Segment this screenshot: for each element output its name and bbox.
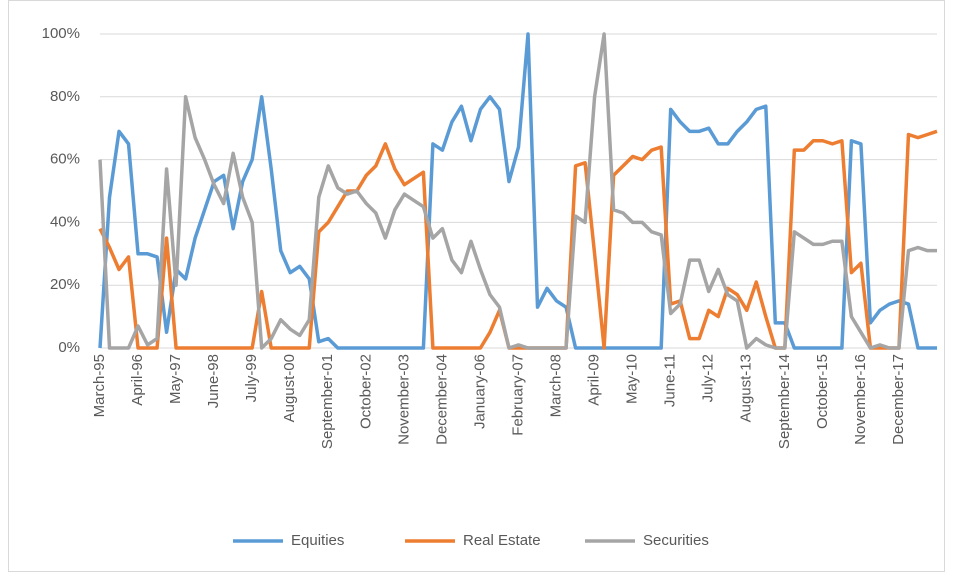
x-tick-label: July-12 (700, 354, 717, 402)
legend-label: Real Estate (463, 532, 541, 549)
x-tick-label: October-02 (357, 354, 374, 429)
x-tick-label: July-99 (243, 354, 260, 402)
x-tick-label: April-09 (586, 354, 603, 406)
x-tick-label: December-17 (890, 354, 907, 445)
y-tick-label: 0% (58, 339, 80, 356)
x-tick-label: November-03 (395, 354, 412, 445)
chart-frame (8, 0, 945, 572)
x-tick-label: April-96 (129, 354, 146, 406)
x-tick-label: June-11 (662, 354, 679, 407)
legend-label: Securities (643, 532, 709, 549)
x-tick-label: March-08 (548, 354, 565, 417)
y-tick-label: 100% (42, 25, 80, 42)
y-tick-label: 60% (50, 151, 80, 168)
x-tick-label: May-97 (167, 354, 184, 404)
x-tick-label: February-07 (509, 354, 526, 436)
x-tick-label: August-13 (738, 354, 755, 422)
x-tick-label: September-01 (319, 354, 336, 449)
x-tick-label: June-98 (205, 354, 222, 408)
x-tick-label: November-16 (852, 354, 869, 445)
x-tick-label: May-10 (624, 354, 641, 404)
y-tick-label: 40% (50, 213, 80, 230)
series-line (98, 129, 938, 350)
series-line (98, 32, 937, 350)
series-line (98, 32, 937, 350)
x-tick-label: October-15 (814, 354, 831, 429)
y-tick-label: 20% (50, 276, 80, 293)
y-tick-label: 80% (50, 88, 80, 105)
x-tick-label: December-04 (433, 354, 450, 445)
legend-label: Equities (291, 532, 344, 549)
x-tick-label: January-06 (471, 354, 488, 429)
x-tick-label: September-14 (776, 354, 793, 449)
x-tick-label: August-00 (281, 354, 298, 422)
x-tick-label: March-95 (91, 354, 108, 417)
